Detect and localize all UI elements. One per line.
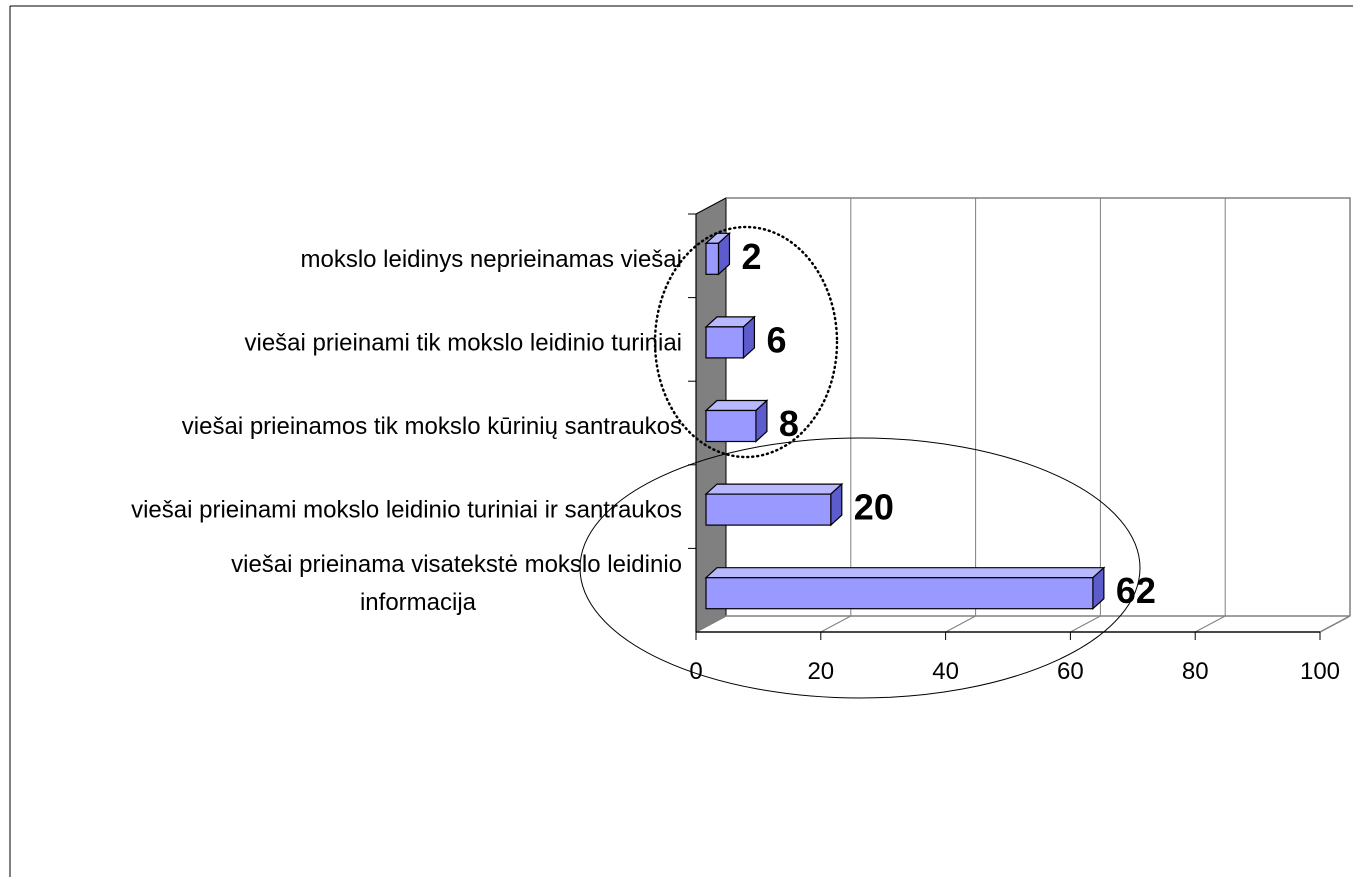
annotations bbox=[579, 225, 1141, 699]
bar bbox=[705, 577, 1094, 610]
bar bbox=[705, 242, 720, 275]
dotted-ellipse-annotation bbox=[653, 225, 839, 459]
bar bbox=[705, 326, 745, 359]
category-label: mokslo leidinys neprieinamas viešai bbox=[300, 246, 682, 273]
bar bbox=[705, 493, 832, 526]
category-label: viešai prieinama visatekstė mokslo leidi… bbox=[231, 551, 682, 578]
floor-gridline bbox=[945, 615, 976, 633]
floor-gridline bbox=[1070, 615, 1101, 633]
x-tick-label: 80 bbox=[1182, 658, 1209, 685]
back-wall-outline bbox=[726, 197, 1351, 616]
x-tick-label: 60 bbox=[1057, 658, 1084, 685]
floor-gridline bbox=[820, 615, 852, 633]
data-label: 8 bbox=[779, 403, 799, 444]
x-axis-tick-labels: 0 20 40 60 80 100 bbox=[689, 658, 1340, 685]
bar bbox=[705, 409, 757, 443]
data-label: 6 bbox=[766, 319, 786, 360]
bar-top bbox=[704, 567, 1106, 579]
category-label: viešai prieinami mokslo leidinio turinia… bbox=[131, 497, 682, 524]
x-tick-label: 100 bbox=[1300, 658, 1340, 685]
category-labels: viešai prieinama visatekstė mokslo leidi… bbox=[131, 246, 682, 616]
data-label: 2 bbox=[741, 236, 761, 277]
floor bbox=[695, 615, 1351, 633]
x-tick-label: 0 bbox=[689, 658, 702, 685]
x-tick-label: 20 bbox=[807, 658, 834, 685]
floor-gridline bbox=[1194, 615, 1226, 633]
solid-ellipse-annotation bbox=[579, 437, 1141, 699]
bar-top bbox=[704, 483, 844, 495]
category-label: viešai prieinami tik mokslo leidinio tur… bbox=[244, 329, 682, 356]
category-label: viešai prieinamos tik mokslo kūrinių san… bbox=[182, 413, 682, 440]
x-tick-label: 40 bbox=[932, 658, 959, 685]
category-label: informacija bbox=[360, 589, 477, 616]
floor-gridline bbox=[1319, 615, 1351, 633]
data-label: 20 bbox=[854, 487, 894, 528]
bars bbox=[704, 231, 1106, 611]
